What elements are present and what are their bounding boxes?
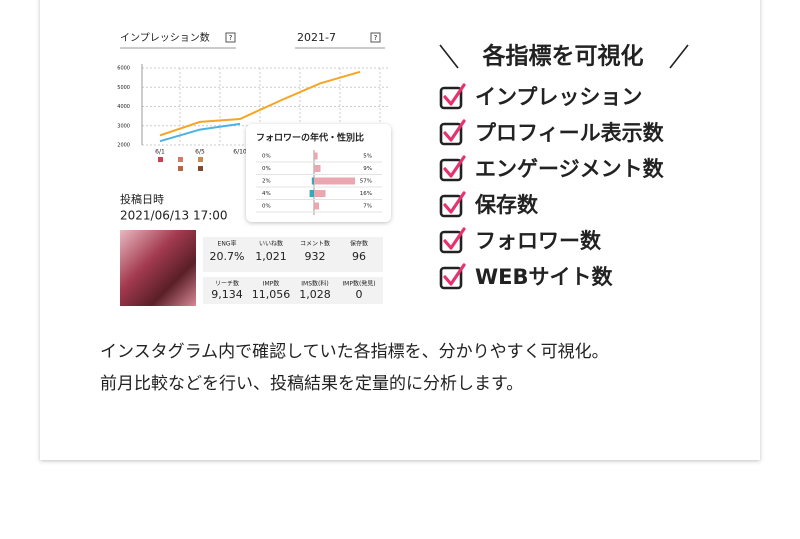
line-series — [159, 70, 361, 137]
right-bar — [314, 165, 321, 172]
help-icon — [370, 32, 381, 43]
stat-value: 1,028 — [299, 288, 331, 301]
left-label: 0% — [262, 154, 271, 160]
thumb — [178, 166, 183, 171]
stat-value: 9,134 — [211, 288, 243, 301]
thumb — [178, 157, 183, 162]
period: 2021-7 — [297, 31, 336, 44]
checkbox — [439, 86, 463, 110]
right-bar — [314, 177, 356, 185]
post-photo — [120, 230, 196, 306]
stat-value: 1,021 — [255, 250, 287, 263]
stats-row — [203, 237, 383, 272]
feature-item: WEBサイト数 — [475, 265, 614, 289]
y-tick-label: 3000 — [117, 123, 130, 129]
y-tick-label: 5000 — [117, 85, 130, 91]
right-label: 16% — [360, 191, 372, 197]
line-series — [159, 122, 241, 143]
stat-label: いいね数 — [259, 240, 283, 248]
feature-item: インプレッション — [475, 85, 642, 109]
checkbox — [439, 230, 463, 254]
y-tick-label: 6000 — [117, 66, 130, 72]
thumb — [158, 157, 163, 162]
right-bar — [314, 190, 326, 197]
stat-value: 20.7% — [210, 250, 245, 263]
stat-value: 0 — [356, 288, 363, 301]
right-bar — [314, 202, 320, 210]
checkbox — [439, 266, 463, 290]
checkbox — [439, 194, 463, 218]
left-label: 0% — [262, 204, 271, 210]
stat-label: IMS数(料) — [301, 280, 328, 288]
feature-item: プロフィール表示数 — [475, 121, 665, 145]
left-label: 4% — [262, 191, 271, 197]
help-icon-text: ? — [374, 34, 378, 42]
right-label: 5% — [363, 154, 372, 160]
help-icon — [225, 32, 236, 43]
stat-label: リーチ数 — [215, 280, 239, 288]
checkbox — [439, 122, 463, 146]
left-bar — [311, 177, 314, 185]
post-datetime: 2021/06/13 17:00 — [120, 209, 228, 223]
help-icon-text: ? — [229, 34, 233, 42]
check — [443, 191, 466, 214]
checkbox — [439, 158, 463, 182]
stat-value: 932 — [305, 250, 326, 263]
check — [443, 227, 466, 250]
y-tick-label: 4000 — [117, 104, 130, 110]
description-line: 前月比較などを行い、投稿結果を定量的に分析します。 — [100, 374, 523, 394]
y-tick-label: 2000 — [117, 143, 130, 149]
stat-label: IMP数(発見) — [342, 280, 375, 288]
right-label: 57% — [360, 179, 372, 185]
stat-label: IMP数 — [263, 280, 280, 288]
thumb — [198, 166, 203, 171]
check — [443, 83, 466, 106]
left-label: 2% — [262, 179, 271, 185]
right-label: 9% — [363, 166, 372, 172]
feature-item: 保存数 — [474, 193, 539, 217]
stat-value: 96 — [352, 250, 366, 263]
stat-label: ENG率 — [218, 240, 237, 248]
x-tick-label: 6/1 — [155, 149, 165, 156]
right-label: 7% — [363, 204, 372, 210]
check — [443, 119, 466, 142]
check — [443, 263, 466, 286]
thumb — [198, 157, 203, 162]
popup — [246, 124, 391, 222]
feature-heading: 各指標を可視化 — [482, 43, 644, 70]
x-tick-label: 6/5 — [195, 149, 205, 156]
stats-row — [203, 277, 383, 304]
description-line: インスタグラム内で確認していた各指標を、分かりやすく可視化。 — [100, 342, 609, 362]
feature-item: フォロワー数 — [475, 229, 602, 253]
feature-item: エンゲージメント数 — [475, 157, 665, 181]
x-tick-label: 6/10 — [233, 149, 247, 156]
post-label: 投稿日時 — [120, 192, 164, 206]
left-bar — [309, 190, 314, 197]
popup-title: フォロワーの年代・性別比 — [256, 132, 364, 144]
stat-label: 保存数 — [350, 240, 368, 248]
check — [443, 155, 466, 178]
right-bar — [314, 152, 318, 160]
stat-value: 11,056 — [252, 288, 291, 301]
chart-title: インプレッション数 — [120, 31, 210, 44]
left-label: 0% — [262, 166, 271, 172]
heading-deco — [439, 44, 689, 69]
stat-label: コメント数 — [300, 240, 330, 248]
